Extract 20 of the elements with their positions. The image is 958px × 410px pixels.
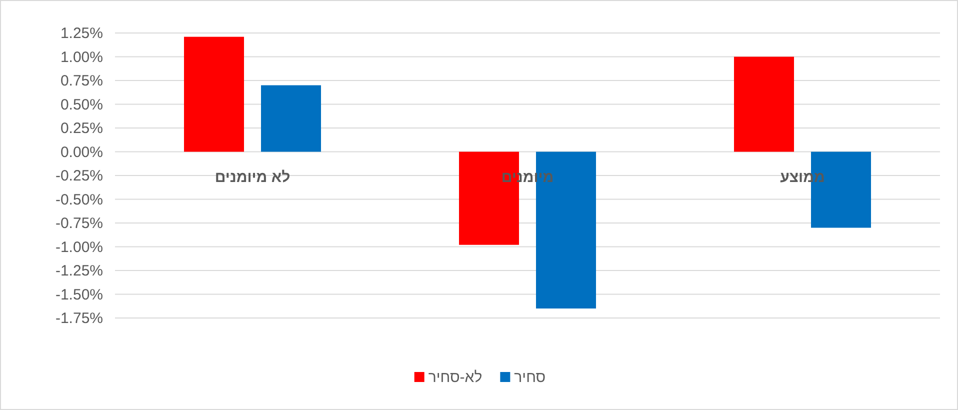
y-tick-label: -0.75% [55, 215, 103, 232]
y-tick-label: -1.75% [55, 310, 103, 327]
y-tick-label: 0.25% [60, 120, 103, 137]
bar [734, 56, 794, 152]
x-tick-label: מיומנים [501, 168, 554, 186]
y-tick-label: 1.25% [60, 25, 103, 42]
bar [184, 36, 244, 152]
y-tick-label: 1.00% [60, 48, 103, 66]
x-tick-label: לא מיומנים [214, 168, 290, 186]
bar [261, 85, 321, 152]
legend-label: לא-סחיר [428, 369, 482, 386]
y-tick-label: -0.50% [55, 191, 103, 208]
y-tick-label: 0.00% [60, 144, 103, 161]
y-tick-label: -1.25% [55, 262, 103, 280]
legend-label: סחיר [514, 369, 546, 386]
y-tick-label: -1.00% [55, 238, 103, 256]
y-tick-label: 0.50% [60, 96, 103, 114]
y-tick-label: -0.25% [55, 168, 103, 184]
y-tick-label: 0.75% [60, 72, 103, 90]
y-tick-label: -1.50% [55, 286, 103, 304]
